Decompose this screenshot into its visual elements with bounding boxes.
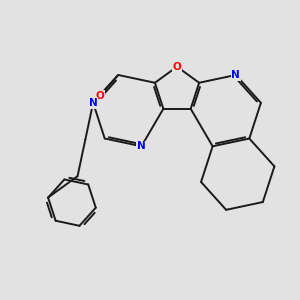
Text: N: N: [231, 70, 240, 80]
Text: O: O: [95, 91, 104, 101]
Text: O: O: [172, 62, 182, 72]
Text: N: N: [137, 141, 146, 151]
Text: N: N: [89, 98, 98, 108]
